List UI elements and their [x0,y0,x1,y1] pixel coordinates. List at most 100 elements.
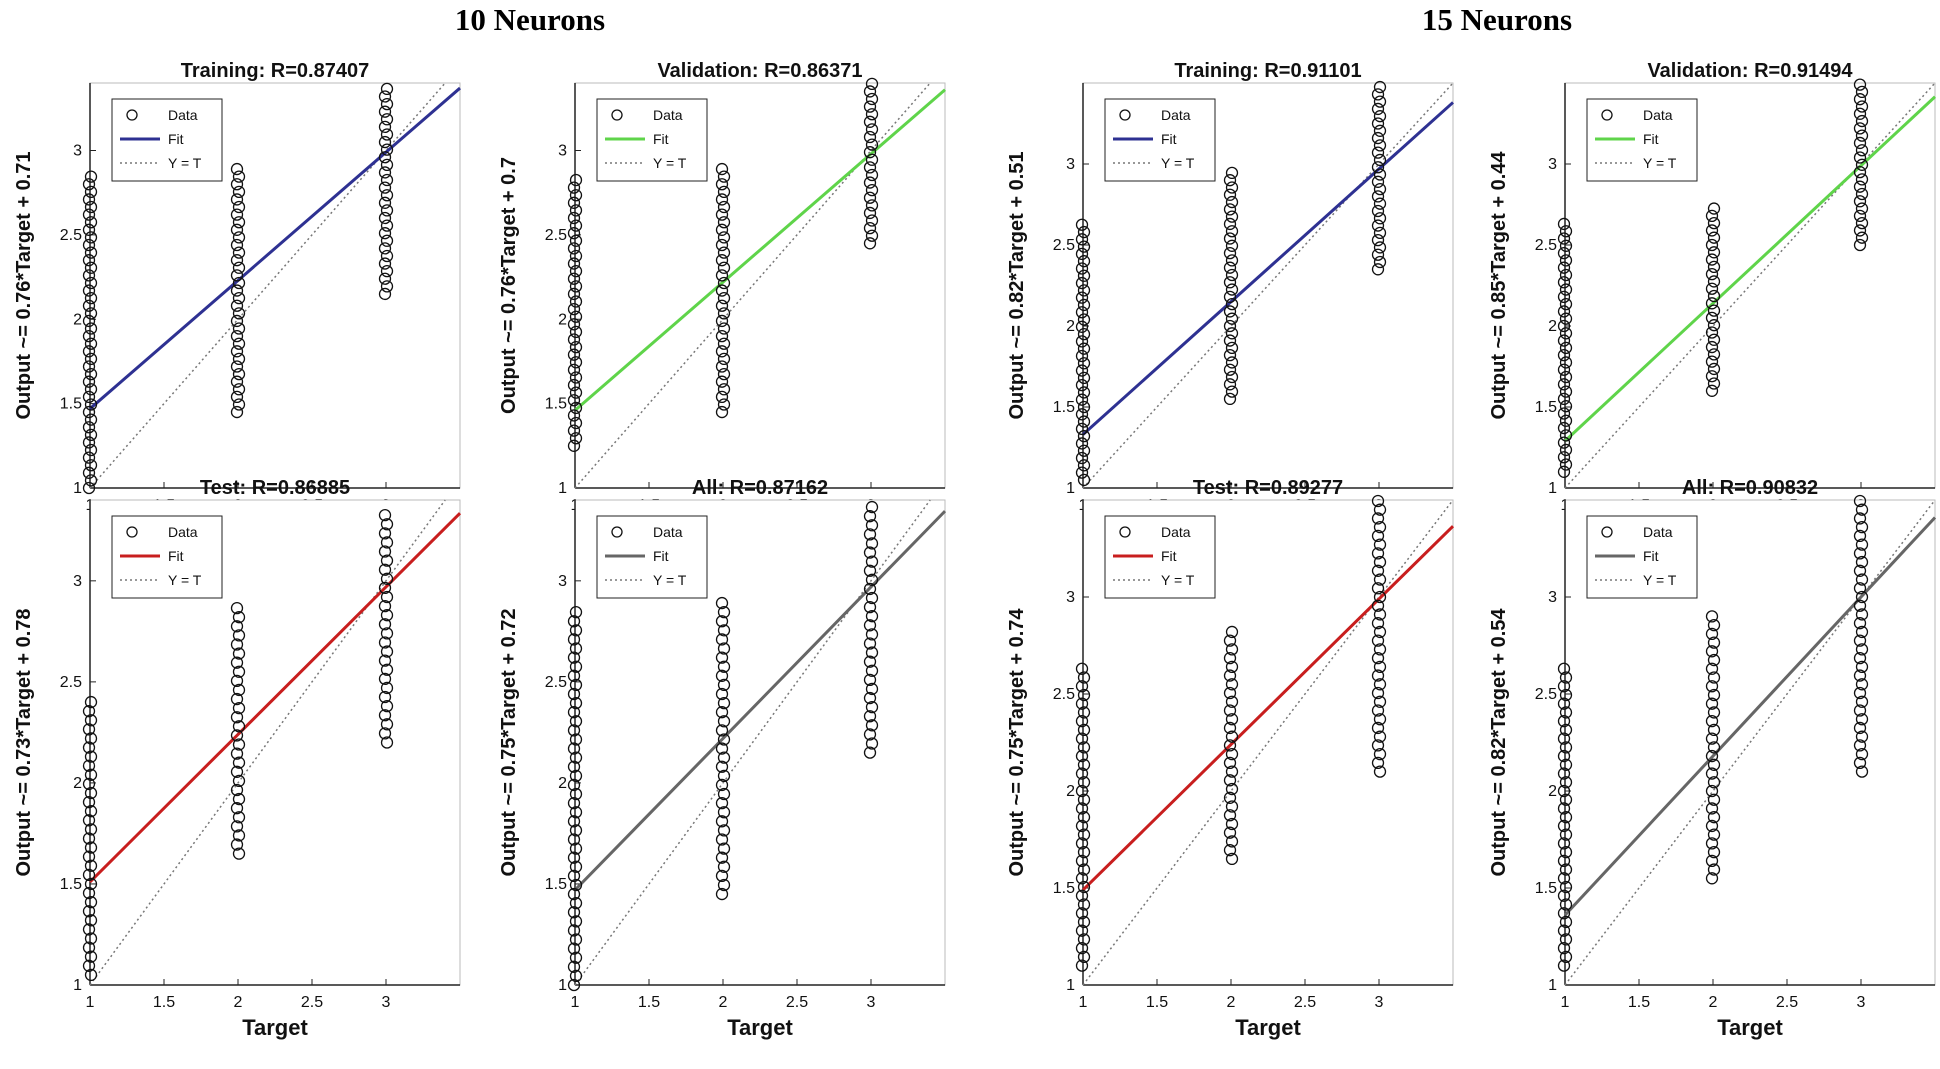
data-point [378,709,392,722]
data-point [1707,845,1721,859]
data-point [1075,218,1089,231]
data-point [1077,933,1091,946]
data-point [715,669,729,682]
legend: Data Fit Y = T [1586,515,1698,599]
data-point [82,405,96,419]
legend: Data Fit Y = T [111,98,223,182]
data-point [1707,828,1721,841]
data-point [865,77,879,90]
data-point [1225,625,1239,639]
data-point [378,563,392,576]
data-point [1373,660,1387,673]
data-column [378,82,394,301]
data-point [1373,153,1387,167]
data-point [717,696,731,710]
data-point [569,356,583,369]
data-point [863,691,877,705]
y-tick-label: 2.5 [60,674,82,691]
data-point [1371,564,1385,577]
data-point [567,439,581,452]
data-point [569,751,583,764]
data-point [569,915,583,928]
data-point [1559,254,1573,267]
data-point [378,727,392,740]
data-point [1077,880,1091,894]
legend-label: Y = T [1161,572,1195,588]
data-point [717,185,731,198]
data-point [717,246,731,259]
data-point [569,660,583,673]
data-point [567,887,581,901]
data-point [1373,643,1387,656]
data-point [865,214,879,227]
data-point [378,242,392,255]
data-point [232,792,246,806]
data-point [1077,688,1091,702]
data-point [1373,521,1387,534]
data-point [380,590,394,604]
data-point [378,599,392,613]
data-point [715,299,729,312]
data-point [569,280,583,293]
legend-label: Y = T [1643,572,1677,588]
y-tick-label: 1.5 [1535,399,1557,416]
y-axis-label: Output ~= 0.75*Target + 0.72 [498,608,520,876]
data-point [232,337,246,350]
data-point [232,170,246,183]
data-point [863,600,877,614]
x-tick-label: 2.5 [786,994,808,1011]
legend-label: Y = T [653,155,687,171]
y-tick-label: 3 [558,143,567,160]
y-tick-label: 1 [1548,977,1557,994]
data-point [1855,85,1869,99]
data-point [84,231,98,244]
data-point [1707,216,1721,230]
data-point [1855,573,1869,586]
data-point [1223,392,1237,406]
data-point [1705,645,1719,658]
data-point [1075,262,1089,275]
data-point [84,307,98,320]
data-point [1557,392,1571,406]
data-point [1705,819,1719,833]
data-point [717,322,731,335]
data-point [717,170,731,183]
data-point [1371,161,1385,174]
data-point [1371,219,1385,232]
data-point [1705,209,1719,222]
data-point [1077,430,1091,443]
fit-line [1563,95,1937,443]
data-point [1223,261,1237,274]
data-point [1855,173,1869,186]
data-column [863,77,879,250]
x-tick-label: 1 [571,994,580,1011]
data-point [82,223,96,236]
data-point [863,146,877,159]
y-tick-label: 2 [1548,783,1557,800]
y-tick-label: 1.5 [60,396,82,413]
data-point [863,582,877,596]
x-tick-label: 3 [1857,994,1866,1011]
data-point [82,923,96,936]
data-point [1075,924,1089,937]
data-column [1075,662,1091,972]
data-point [1559,898,1573,911]
data-point [715,345,729,358]
data-point [1223,203,1237,216]
data-point [569,340,583,354]
data-point [1559,312,1573,325]
data-point [1559,828,1573,841]
data-point [84,413,98,426]
data-point [1557,680,1571,693]
data-point [863,176,877,189]
data-point [1077,342,1091,355]
chart-panel: Training: R=0.8740711.522.5311.522.53Tar… [13,60,461,543]
data-point [1077,400,1091,414]
data-point [717,769,731,782]
data-point [1225,817,1239,831]
data-point [1707,362,1721,376]
data-point [1225,385,1239,398]
legend-label: Data [1161,107,1191,123]
data-point [569,234,583,247]
data-point [378,545,392,558]
